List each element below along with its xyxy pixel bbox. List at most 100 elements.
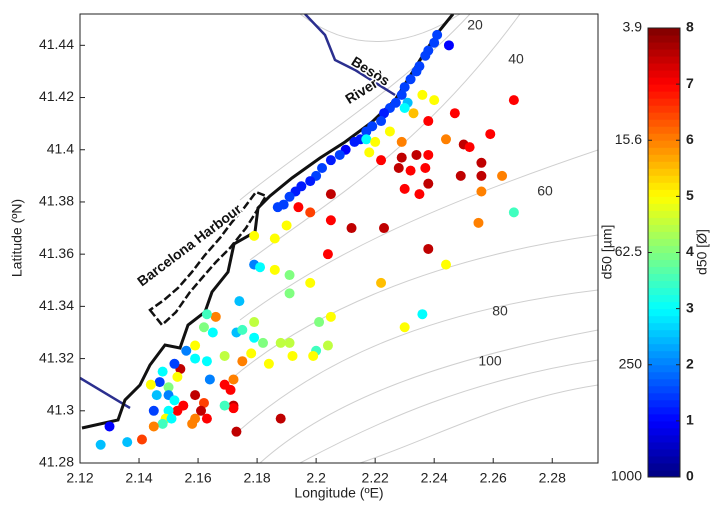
colorbar-tick-label: 8: [686, 19, 694, 35]
sample-point: [166, 413, 177, 424]
y-tick-label: 41.38: [39, 193, 74, 209]
sample-point: [476, 170, 487, 181]
colorbar-tick-label-left: 62.5: [615, 243, 642, 259]
sample-point: [287, 350, 298, 361]
y-tick-label: 41.42: [39, 88, 74, 104]
sample-point: [255, 262, 266, 273]
x-tick-label: 2.12: [66, 470, 93, 486]
colorbar-swatch: [648, 448, 680, 457]
colorbar-swatch: [648, 294, 680, 303]
sample-point: [201, 356, 212, 367]
colorbar-swatch: [648, 42, 680, 50]
colorbar-swatch: [648, 434, 680, 443]
sample-point: [136, 434, 147, 445]
sample-point: [325, 215, 336, 226]
sample-point: [157, 418, 168, 429]
x-tick-label: 2.28: [539, 470, 566, 486]
colorbar-swatch: [648, 266, 680, 275]
y-axis-label: Latitude (ºN): [9, 199, 25, 277]
sample-point: [234, 296, 245, 307]
colorbar-swatch: [648, 413, 680, 422]
colorbar-swatch: [648, 371, 680, 380]
x-tick-label: 2.2: [306, 470, 326, 486]
sample-point: [148, 421, 159, 432]
colorbar-swatch: [648, 84, 680, 92]
sample-point: [429, 37, 440, 48]
colorbar-swatch: [648, 455, 680, 464]
y-tick-label: 41.36: [39, 245, 74, 261]
sample-point: [393, 163, 404, 174]
sample-point: [476, 186, 487, 197]
sample-point: [476, 157, 487, 168]
sample-point: [423, 116, 434, 127]
colorbar-swatch: [648, 315, 680, 324]
sample-point: [464, 142, 475, 153]
sample-point: [411, 149, 422, 160]
sample-point: [432, 29, 443, 40]
colorbar-swatch: [648, 287, 680, 296]
colorbar-swatch: [648, 322, 680, 331]
colorbar-swatch: [648, 154, 680, 162]
sample-point: [275, 337, 286, 348]
sample-point: [417, 309, 428, 320]
sample-point: [399, 183, 410, 194]
sample-point: [346, 223, 357, 234]
sample-point: [163, 382, 174, 393]
sample-point: [508, 95, 519, 106]
sample-point: [429, 95, 440, 106]
colorbar-label-right: d50 [Ø]: [694, 229, 710, 275]
colorbar-swatch: [648, 385, 680, 394]
y-tick-label: 41.28: [39, 454, 74, 470]
x-tick-label: 2.24: [421, 470, 448, 486]
colorbar-swatch: [648, 343, 680, 352]
colorbar-swatch: [648, 308, 680, 317]
colorbar-swatch: [648, 280, 680, 289]
sample-point: [423, 243, 434, 254]
sample-point: [169, 395, 180, 406]
sample-point: [275, 413, 286, 424]
depth-label: 20: [467, 17, 483, 33]
sample-point: [473, 217, 484, 228]
sample-point: [263, 358, 274, 369]
colorbar-swatch: [648, 441, 680, 450]
sample-point: [154, 377, 165, 388]
sample-point: [370, 136, 381, 147]
y-tick-label: 41.4: [47, 140, 74, 156]
sample-point: [201, 413, 212, 424]
sample-point: [322, 340, 333, 351]
sample-point: [411, 66, 422, 77]
sample-point: [151, 390, 162, 401]
colorbar-swatch: [648, 203, 680, 211]
colorbar-swatch: [648, 70, 680, 78]
colorbar-swatch: [648, 189, 680, 197]
sample-point: [396, 136, 407, 147]
sample-point: [249, 332, 260, 343]
sample-point: [284, 288, 295, 299]
colorbar-swatch: [648, 469, 680, 478]
colorbar-swatch: [648, 329, 680, 338]
colorbar-swatch: [648, 98, 680, 106]
depth-label: 100: [478, 353, 502, 369]
colorbar-swatch: [648, 392, 680, 401]
colorbar-swatch: [648, 140, 680, 148]
depth-label: 60: [537, 183, 553, 199]
colorbar-swatch: [648, 105, 680, 113]
sample-point: [237, 324, 248, 335]
colorbar-tick-label-left: 1000: [611, 468, 642, 484]
sample-point: [317, 163, 328, 174]
sample-point: [334, 149, 345, 160]
sample-point: [219, 400, 230, 411]
colorbar-swatch: [648, 175, 680, 183]
sample-point: [420, 163, 431, 174]
colorbar-swatch: [648, 35, 680, 43]
sample-point: [196, 405, 207, 416]
colorbar-swatch: [648, 147, 680, 155]
colorbar-tick-label: 3: [686, 299, 694, 315]
depth-label: 80: [492, 303, 508, 319]
colorbar-swatch: [648, 336, 680, 345]
sample-point: [293, 202, 304, 213]
colorbar-swatch: [648, 126, 680, 134]
sample-point: [361, 126, 372, 137]
colorbar-swatch: [648, 91, 680, 99]
sample-point: [440, 259, 451, 270]
